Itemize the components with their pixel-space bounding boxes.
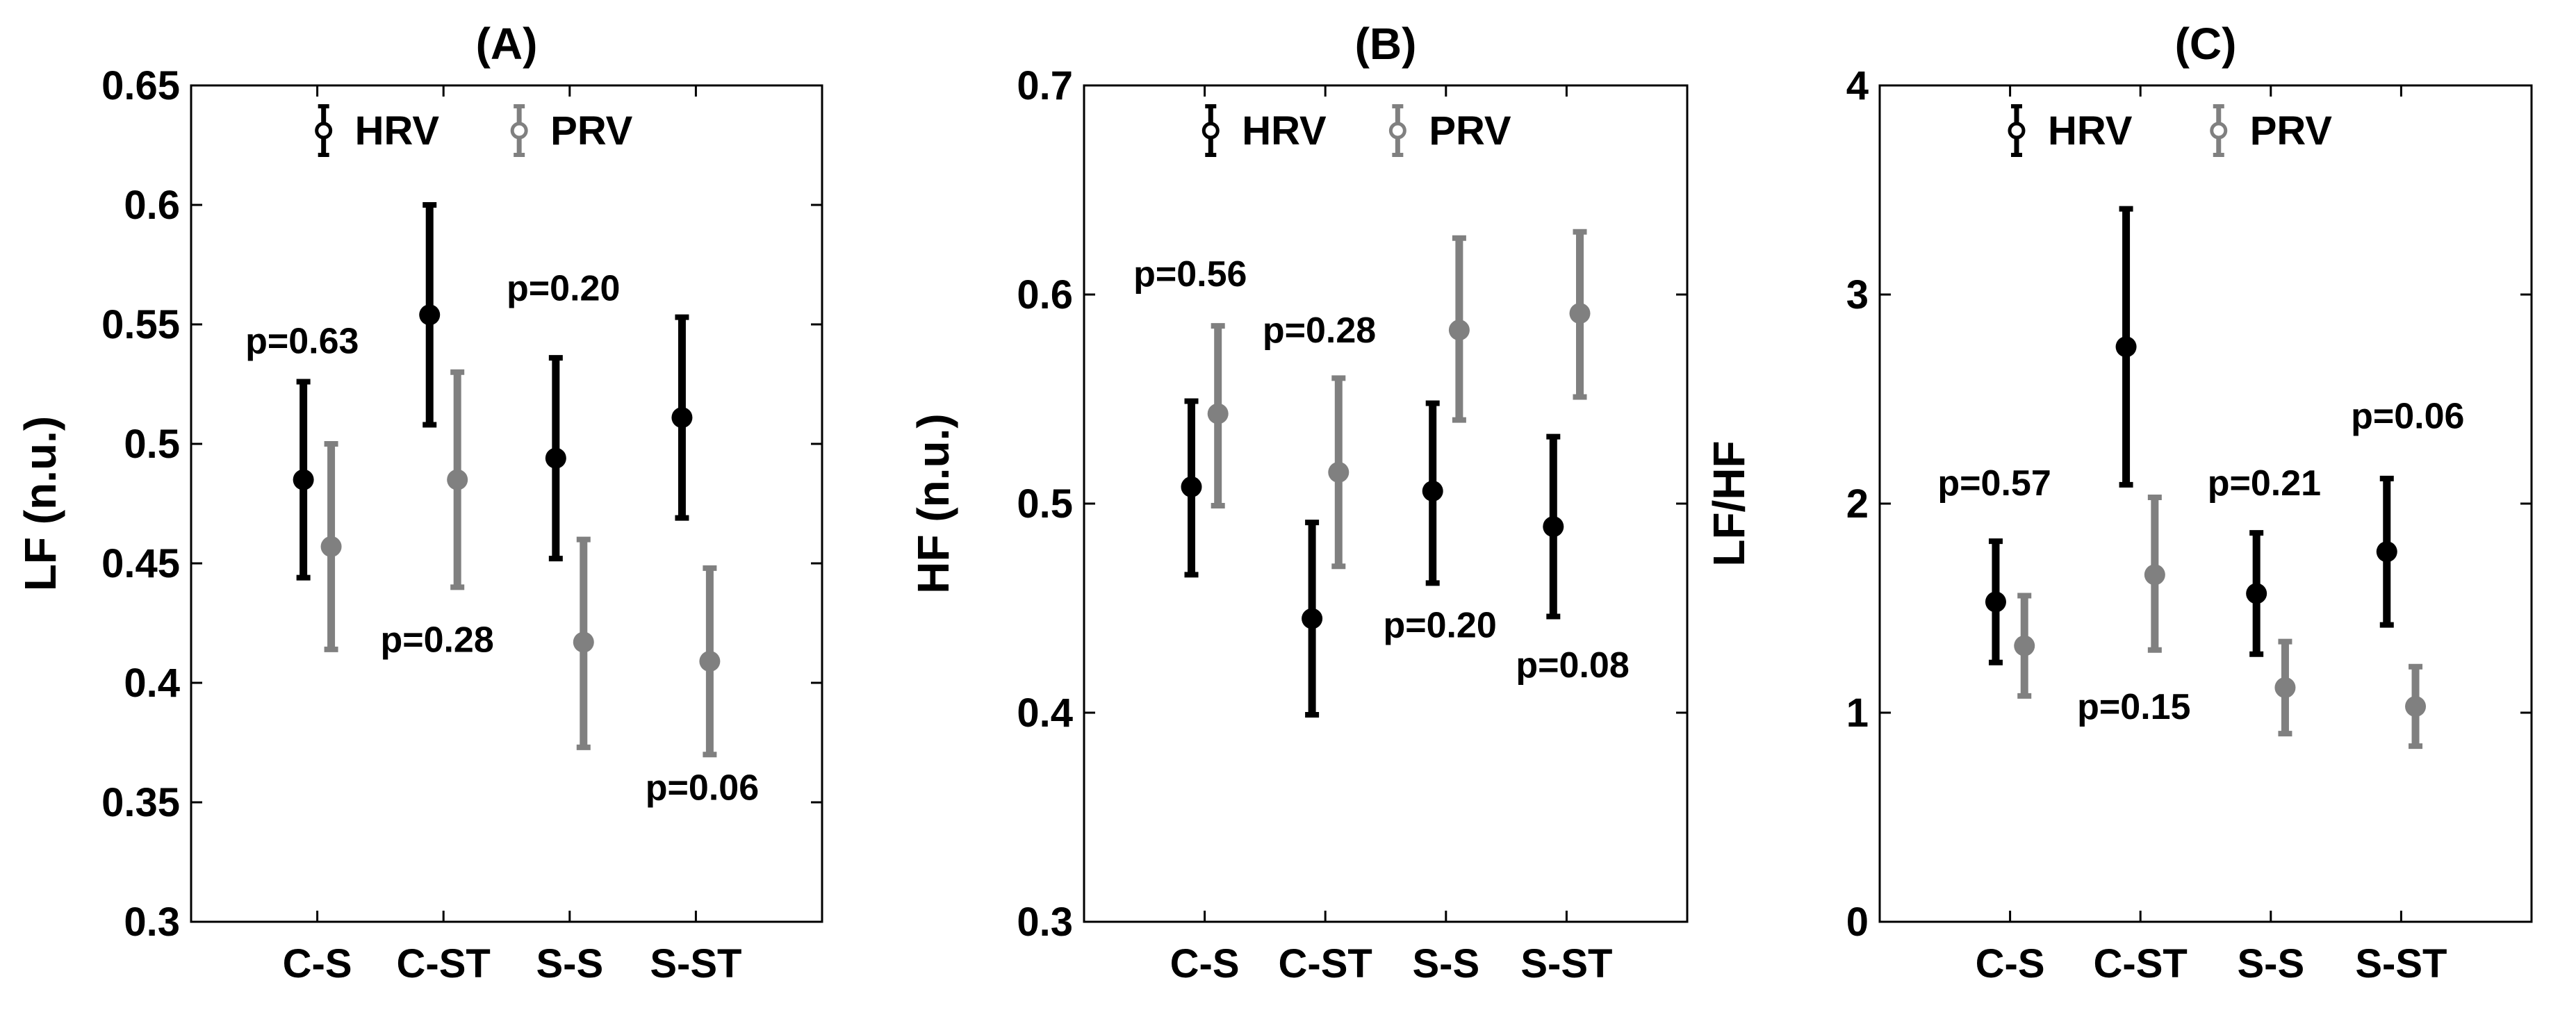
y-tick-label: 0.35 (101, 780, 180, 825)
p-value-label: p=0.06 (2351, 397, 2464, 437)
mean-marker-hrv (1181, 476, 1202, 497)
chart-title: (C) (2175, 19, 2237, 69)
p-value-label: p=0.28 (1263, 311, 1376, 351)
x-tick-label: C-S (1170, 941, 1240, 986)
legend-label-hrv: HRV (2048, 108, 2133, 154)
y-tick-label: 0.55 (101, 302, 180, 347)
x-tick-label: S-S (2237, 941, 2304, 986)
y-tick-label: 0.4 (124, 661, 180, 706)
p-value-label: p=0.56 (1133, 254, 1247, 295)
x-tick-label: C-ST (1279, 941, 1372, 986)
p-value-label: p=0.63 (245, 321, 359, 361)
p-value-label: p=0.08 (1516, 645, 1629, 686)
x-tick-label: S-S (536, 941, 603, 986)
mean-marker-prv (2014, 635, 2035, 656)
mean-marker-hrv (2246, 583, 2267, 604)
legend-marker-circle (315, 122, 333, 140)
p-value-label: p=0.28 (380, 620, 493, 660)
legend-marker-circle (2210, 122, 2228, 140)
y-tick-label: 3 (1846, 272, 1869, 317)
mean-marker-prv (1569, 303, 1591, 324)
mean-marker-prv (2144, 564, 2165, 586)
legend-label-prv: PRV (2250, 108, 2333, 154)
mean-marker-prv (2405, 695, 2427, 717)
mean-marker-hrv (671, 407, 693, 429)
p-value-label: p=0.15 (2077, 687, 2190, 727)
mean-marker-prv (1448, 320, 1470, 341)
legend-marker-circle (2008, 122, 2026, 140)
mean-marker-prv (447, 469, 468, 490)
mean-marker-prv (1207, 403, 1229, 424)
mean-marker-hrv (2115, 336, 2137, 358)
mean-marker-hrv (1985, 591, 2006, 613)
panel-b: (B) HF (n.u.) 0.3 0.4 0.5 0.6 0.7 C-S C-ST S-S S-S… (908, 19, 1689, 986)
y-tick-label: 0.6 (1017, 272, 1073, 317)
y-tick-label: 0.4 (1017, 690, 1073, 736)
mean-marker-hrv (2376, 541, 2397, 563)
legend-label-prv: PRV (1429, 108, 1511, 154)
axes-box (190, 84, 823, 923)
x-tick-label: C-S (1976, 941, 2045, 986)
y-tick-label: 0.3 (1017, 900, 1073, 945)
y-tick-label: 2 (1846, 481, 1869, 527)
p-value-label: p=0.20 (1383, 606, 1496, 646)
mean-marker-prv (699, 651, 721, 672)
y-tick-label: 0 (1846, 900, 1869, 945)
chart-title: (B) (1355, 19, 1417, 69)
mean-marker-prv (2274, 677, 2296, 698)
y-axis-label: HF (n.u.) (908, 413, 958, 593)
y-tick-label: 0.45 (101, 541, 180, 586)
p-value-label: p=0.57 (1937, 463, 2051, 504)
chart-title: (A) (476, 19, 538, 69)
mean-marker-prv (320, 536, 342, 557)
y-axis-label: LF (n.u.) (15, 416, 65, 591)
legend-marker-circle (510, 122, 528, 140)
mean-marker-hrv (1302, 608, 1323, 629)
y-tick-label: 0.65 (101, 63, 180, 108)
mean-marker-hrv (1543, 516, 1564, 538)
y-axis-label: LF/HF (1704, 440, 1754, 566)
panel-c: (C) LF/HF 0 1 2 3 4 C-S C-ST S-S S-ST p=0.57 p=0.15 p… (1704, 19, 2533, 986)
axes-box (1878, 84, 2533, 923)
x-tick-label: S-ST (2355, 941, 2447, 986)
y-tick-label: 0.7 (1017, 63, 1073, 108)
x-tick-label: C-S (283, 941, 352, 986)
p-value-label: p=0.06 (646, 768, 759, 809)
y-tick-label: 1 (1846, 690, 1869, 736)
panel-a: (A) LF (n.u.) 0.3 0.35 0.4 0.45 0.5 0.55 0.6 0.65… (15, 19, 823, 986)
mean-marker-hrv (293, 469, 314, 490)
p-value-label: p=0.20 (507, 269, 620, 309)
legend-label-prv: PRV (550, 108, 633, 154)
x-tick-label: S-ST (650, 941, 741, 986)
x-tick-label: S-ST (1520, 941, 1612, 986)
legend-marker-circle (1388, 122, 1406, 140)
legend-marker-circle (1201, 122, 1220, 140)
mean-marker-prv (1328, 461, 1349, 483)
axes-box (1083, 84, 1689, 923)
y-tick-label: 4 (1846, 63, 1869, 108)
x-tick-label: C-ST (2094, 941, 2188, 986)
y-tick-label: 0.5 (124, 422, 180, 467)
y-tick-label: 0.3 (124, 900, 180, 945)
y-tick-label: 0.5 (1017, 481, 1073, 527)
mean-marker-hrv (545, 447, 566, 469)
x-tick-label: S-S (1412, 941, 1479, 986)
p-value-label: p=0.21 (2208, 463, 2321, 504)
legend-label-hrv: HRV (1242, 108, 1327, 154)
x-tick-label: C-ST (397, 941, 491, 986)
mean-marker-prv (573, 631, 594, 653)
legend-label-hrv: HRV (355, 108, 440, 154)
mean-marker-hrv (1422, 480, 1443, 502)
mean-marker-hrv (419, 304, 441, 326)
y-tick-label: 0.6 (124, 183, 180, 228)
